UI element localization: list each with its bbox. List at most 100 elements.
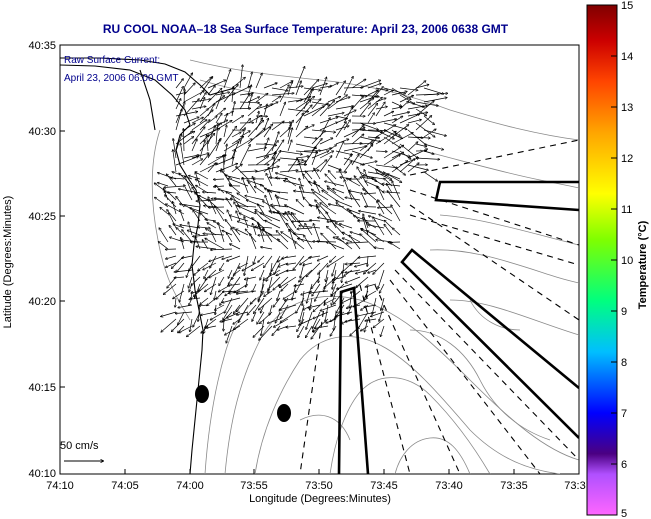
current-vector	[305, 224, 313, 236]
current-vector	[189, 297, 201, 299]
current-vector	[191, 106, 206, 110]
current-vector	[317, 207, 329, 222]
current-vector-field	[155, 65, 448, 343]
current-vector	[179, 173, 193, 187]
current-vector	[223, 70, 231, 89]
current-vector	[247, 128, 265, 145]
current-vector	[215, 113, 222, 124]
current-vector	[375, 119, 396, 124]
current-vector	[295, 105, 312, 124]
current-vector	[215, 123, 218, 145]
current-vector	[261, 247, 273, 250]
current-vector	[391, 243, 401, 250]
current-vector	[305, 171, 313, 180]
current-vector	[280, 304, 289, 318]
current-vector	[327, 227, 337, 236]
current-vector	[353, 290, 361, 297]
current-vector	[239, 171, 257, 172]
current-vector	[345, 276, 361, 283]
current-vector	[167, 210, 177, 222]
current-vector	[327, 242, 345, 250]
current-vector	[176, 311, 193, 314]
current-vector	[302, 290, 305, 305]
current-vector	[263, 158, 274, 166]
current-vector	[407, 81, 426, 96]
current-vector	[415, 101, 434, 117]
current-vector	[215, 108, 225, 117]
current-vector	[298, 325, 305, 337]
current-vector	[294, 191, 313, 194]
current-vector	[387, 174, 401, 180]
current-vector	[286, 326, 297, 327]
current-vector	[378, 269, 385, 288]
current-vector	[372, 297, 377, 314]
current-vector	[268, 318, 281, 323]
current-vector	[319, 156, 332, 173]
current-vector	[314, 168, 321, 180]
colorbar-tick-label: 13	[621, 102, 633, 114]
current-vector	[327, 186, 337, 194]
current-vector	[191, 120, 207, 131]
current-vector	[188, 222, 193, 236]
current-vector	[266, 174, 273, 187]
current-vector	[231, 139, 240, 159]
current-vector	[231, 228, 241, 243]
current-vector	[347, 209, 361, 215]
buoy-marker-1	[195, 385, 209, 403]
current-vector	[191, 276, 201, 285]
current-vector	[295, 97, 314, 110]
current-vector	[327, 255, 345, 267]
current-vector	[199, 98, 205, 110]
current-vector	[277, 197, 289, 201]
current-vector	[347, 178, 361, 187]
current-vector	[296, 200, 305, 208]
current-vector	[423, 143, 443, 150]
current-vector	[359, 140, 373, 152]
current-vector	[365, 181, 377, 187]
y-tick-label: 40:25	[28, 211, 56, 223]
current-vector	[354, 297, 369, 307]
current-vector	[303, 80, 319, 96]
current-vector	[277, 290, 281, 300]
current-vector	[375, 164, 397, 168]
current-vector	[177, 262, 185, 272]
current-vector	[212, 199, 225, 201]
current-vector	[230, 244, 241, 250]
current-vector	[373, 262, 385, 274]
current-vector	[357, 311, 377, 316]
current-vector	[391, 87, 411, 100]
current-vector	[207, 135, 209, 152]
current-vector	[247, 72, 252, 89]
current-vector	[367, 90, 378, 103]
current-vector	[207, 139, 221, 159]
current-vector	[158, 242, 169, 250]
current-vector	[382, 184, 401, 187]
current-vector	[364, 304, 377, 307]
x-tick-label: 74:10	[46, 480, 74, 492]
current-vector	[343, 146, 367, 152]
current-vector	[327, 83, 338, 89]
current-vector	[275, 311, 281, 323]
current-vector	[252, 311, 257, 321]
current-vector	[247, 105, 261, 117]
current-vector	[263, 104, 267, 117]
current-vector	[273, 283, 281, 290]
current-vector	[399, 101, 408, 110]
current-vector	[333, 189, 345, 194]
current-vector	[239, 262, 249, 268]
current-vector	[183, 155, 199, 159]
current-vector	[242, 262, 257, 271]
scale-label: 50 cm/s	[60, 440, 99, 452]
radar-beams-dashed	[299, 139, 579, 474]
current-vector	[343, 120, 350, 131]
current-vector	[359, 211, 377, 215]
current-vector	[232, 87, 233, 103]
current-vector	[204, 269, 209, 278]
current-vector	[330, 255, 337, 262]
current-vector	[387, 184, 393, 194]
current-vector	[313, 224, 321, 243]
colorbar-tick-label: 6	[621, 459, 627, 471]
current-vector	[207, 89, 222, 103]
current-vector	[214, 179, 225, 180]
current-vector	[306, 325, 313, 337]
